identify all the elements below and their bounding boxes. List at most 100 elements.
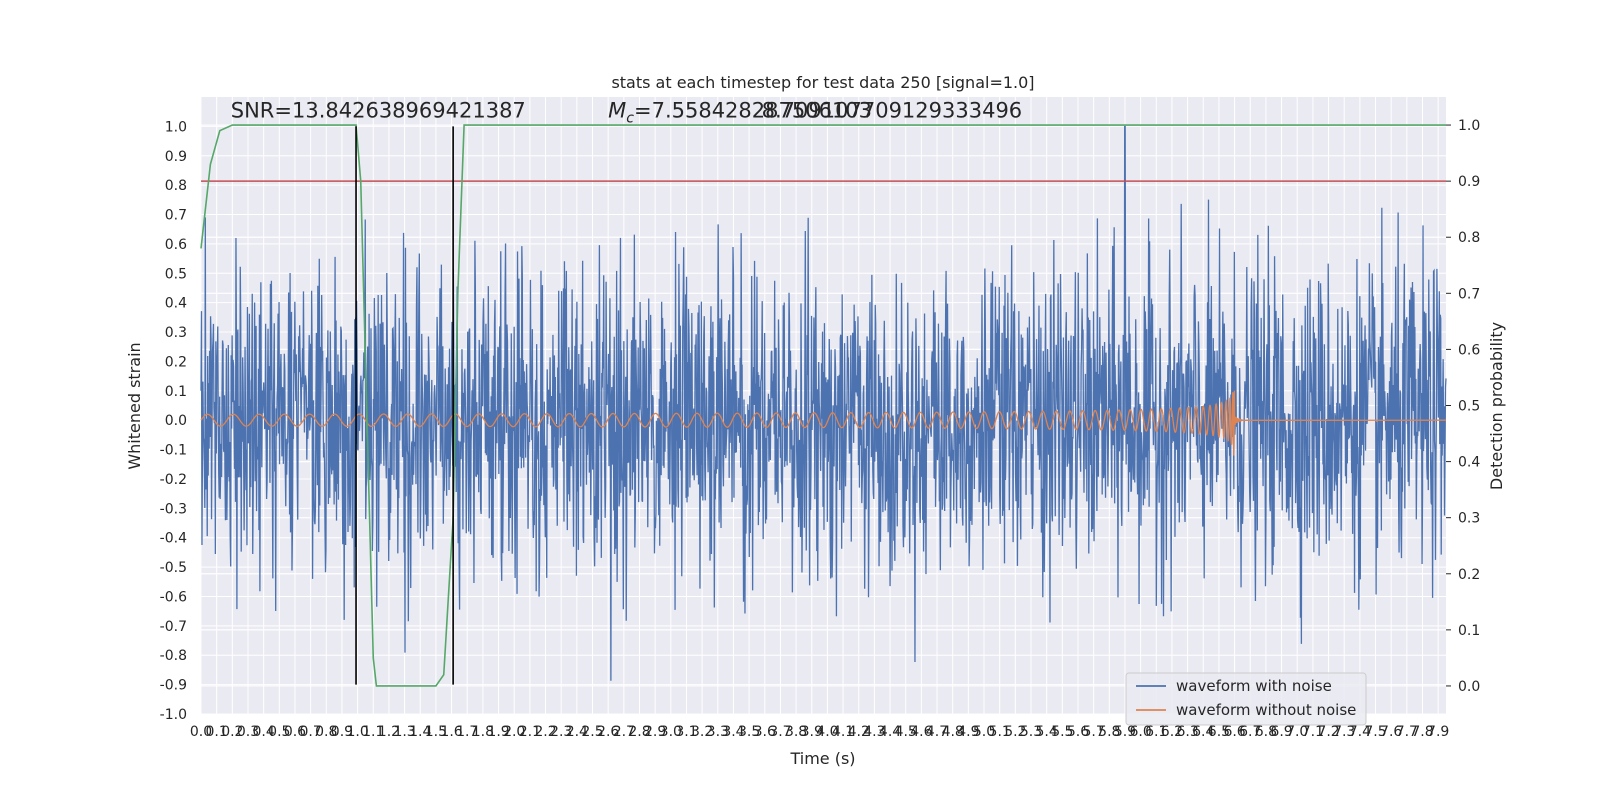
chart-title: stats at each timestep for test data 250… [611,73,1034,92]
x-tick-label: 0.2 [221,724,243,740]
x-tick-label: 6.3 [1176,724,1198,740]
y2-axis-ticks: 0.0 0.1 0.2 0.3 0.4 0.5 0.6 0.7 0.8 0.9 1.0 [1446,118,1480,695]
x-tick-label: 6.9 [1270,724,1292,740]
x-tick-label: 3.6 [754,724,776,740]
x-tick-label: 4.9 [957,724,979,740]
x-tick-label: 7.6 [1380,724,1402,740]
x-tick-label: 1.4 [409,724,431,740]
legend-label-clean: waveform without noise [1176,701,1356,719]
y2-tick-label: 0.8 [1458,230,1480,246]
x-tick-label: 2.2 [534,724,556,740]
x-tick-label: 6.5 [1208,724,1230,740]
x-tick-label: 2.8 [628,724,650,740]
x-tick-label: 6.8 [1255,724,1277,740]
x-tick-label: 1.0 [346,724,368,740]
x-tick-label: 5.6 [1067,724,1089,740]
x-tick-label: 5.3 [1020,724,1042,740]
y-tick-label: 0.8 [165,178,187,194]
x-tick-label: 6.7 [1239,724,1261,740]
series-waveform-without-noise [200,390,1447,456]
x-tick-label: 3.7 [769,724,791,740]
vertical-markers [355,126,454,685]
y2-tick-label: 1.0 [1458,118,1480,134]
y-tick-label: -0.8 [160,648,187,664]
y2-tick-label: 0.3 [1458,511,1480,527]
x-tick-label: 4.2 [848,724,870,740]
x-tick-label: 7.4 [1349,724,1371,740]
x-tick-label: 5.5 [1051,724,1073,740]
x-tick-label: 3.9 [801,724,823,740]
x-tick-label: 0.1 [206,724,228,740]
y-tick-label: 0.1 [165,384,187,400]
y2-tick-label: 0.4 [1458,455,1480,471]
x-axis-label: Time (s) [789,749,855,768]
x-tick-label: 7.8 [1411,724,1433,740]
x-tick-label: 6.4 [1192,724,1214,740]
x-tick-label: 0.5 [268,724,290,740]
x-tick-label: 1.7 [456,724,478,740]
x-tick-label: 5.0 [973,724,995,740]
y2-tick-label: 0.2 [1458,567,1480,583]
y-tick-label: 0.7 [165,208,187,224]
snr-annotation: SNR=13.842638969421387 [231,99,526,123]
y2-tick-label: 0.5 [1458,399,1480,415]
x-tick-label: 2.5 [581,724,603,740]
x-tick-label: 5.4 [1036,724,1058,740]
legend-label-noise: waveform with noise [1176,677,1332,695]
y-tick-label: 1.0 [165,119,187,135]
x-tick-label: 1.2 [378,724,400,740]
x-tick-label: 5.2 [1004,724,1026,740]
series-detection-probability [200,124,1446,687]
y-tick-label: 0.4 [165,296,187,312]
x-tick-label: 6.6 [1223,724,1245,740]
y2-tick-label: 0.7 [1458,286,1480,302]
x-tick-label: 5.1 [989,724,1011,740]
x-tick-label: 0.8 [315,724,337,740]
x-tick-label: 6.1 [1145,724,1167,740]
x-tick-label: 7.0 [1286,724,1308,740]
y2-tick-label: 0.1 [1458,623,1480,639]
x-tick-label: 0.9 [331,724,353,740]
y2-tick-label: 0.0 [1458,679,1480,695]
overlap-annotation: 8.709107709129333496 [762,99,1023,123]
annotations: SNR=13.842638969421387 Mc=7.5584282875061… [231,99,1022,127]
x-tick-label: 3.5 [738,724,760,740]
x-tick-label: 7.2 [1317,724,1339,740]
y-tick-label: -0.3 [160,501,187,517]
x-tick-label: 3.1 [675,724,697,740]
x-tick-label: 7.7 [1396,724,1418,740]
noise-line [200,125,1447,681]
chirp-line [200,390,1447,456]
x-tick-label: 1.6 [440,724,462,740]
x-tick-label: 0.4 [253,724,275,740]
x-tick-label: 5.8 [1098,724,1120,740]
x-tick-label: 4.4 [879,724,901,740]
x-tick-label: 4.5 [895,724,917,740]
x-tick-label: 3.4 [722,724,744,740]
x-tick-label: 1.5 [425,724,447,740]
x-tick-label: 0.3 [237,724,259,740]
chirp-mass-annotation: Mc=7.558428287506103 [608,99,872,127]
x-axis-ticks: 0.00.10.20.30.40.50.60.70.80.91.01.11.21… [190,724,1449,740]
y-tick-label: 0.6 [165,237,187,253]
x-tick-label: 6.0 [1129,724,1151,740]
y-tick-label: -0.5 [160,560,187,576]
x-tick-label: 0.7 [299,724,321,740]
y-tick-label: -0.6 [160,589,187,605]
probability-line [200,124,1446,687]
x-tick-label: 1.8 [472,724,494,740]
y-tick-label: -0.9 [160,678,187,694]
x-tick-label: 2.3 [550,724,572,740]
legend-box [1125,672,1367,726]
x-tick-label: 3.0 [660,724,682,740]
x-tick-label: 4.6 [910,724,932,740]
y2-axis-label: Detection probability [1487,322,1506,490]
x-tick-label: 7.5 [1364,724,1386,740]
y-tick-label: 0.9 [165,149,187,165]
y-tick-label: 0.0 [165,413,187,429]
legend: waveform with noise waveform without noi… [1125,672,1367,726]
x-tick-label: 4.8 [942,724,964,740]
y-axis-ticks: -1.0 -0.9 -0.8 -0.7 -0.6 -0.5 -0.4 -0.3 -0.2 -0.1… [160,119,187,723]
y-tick-label: 0.3 [165,325,187,341]
x-tick-label: 3.3 [707,724,729,740]
